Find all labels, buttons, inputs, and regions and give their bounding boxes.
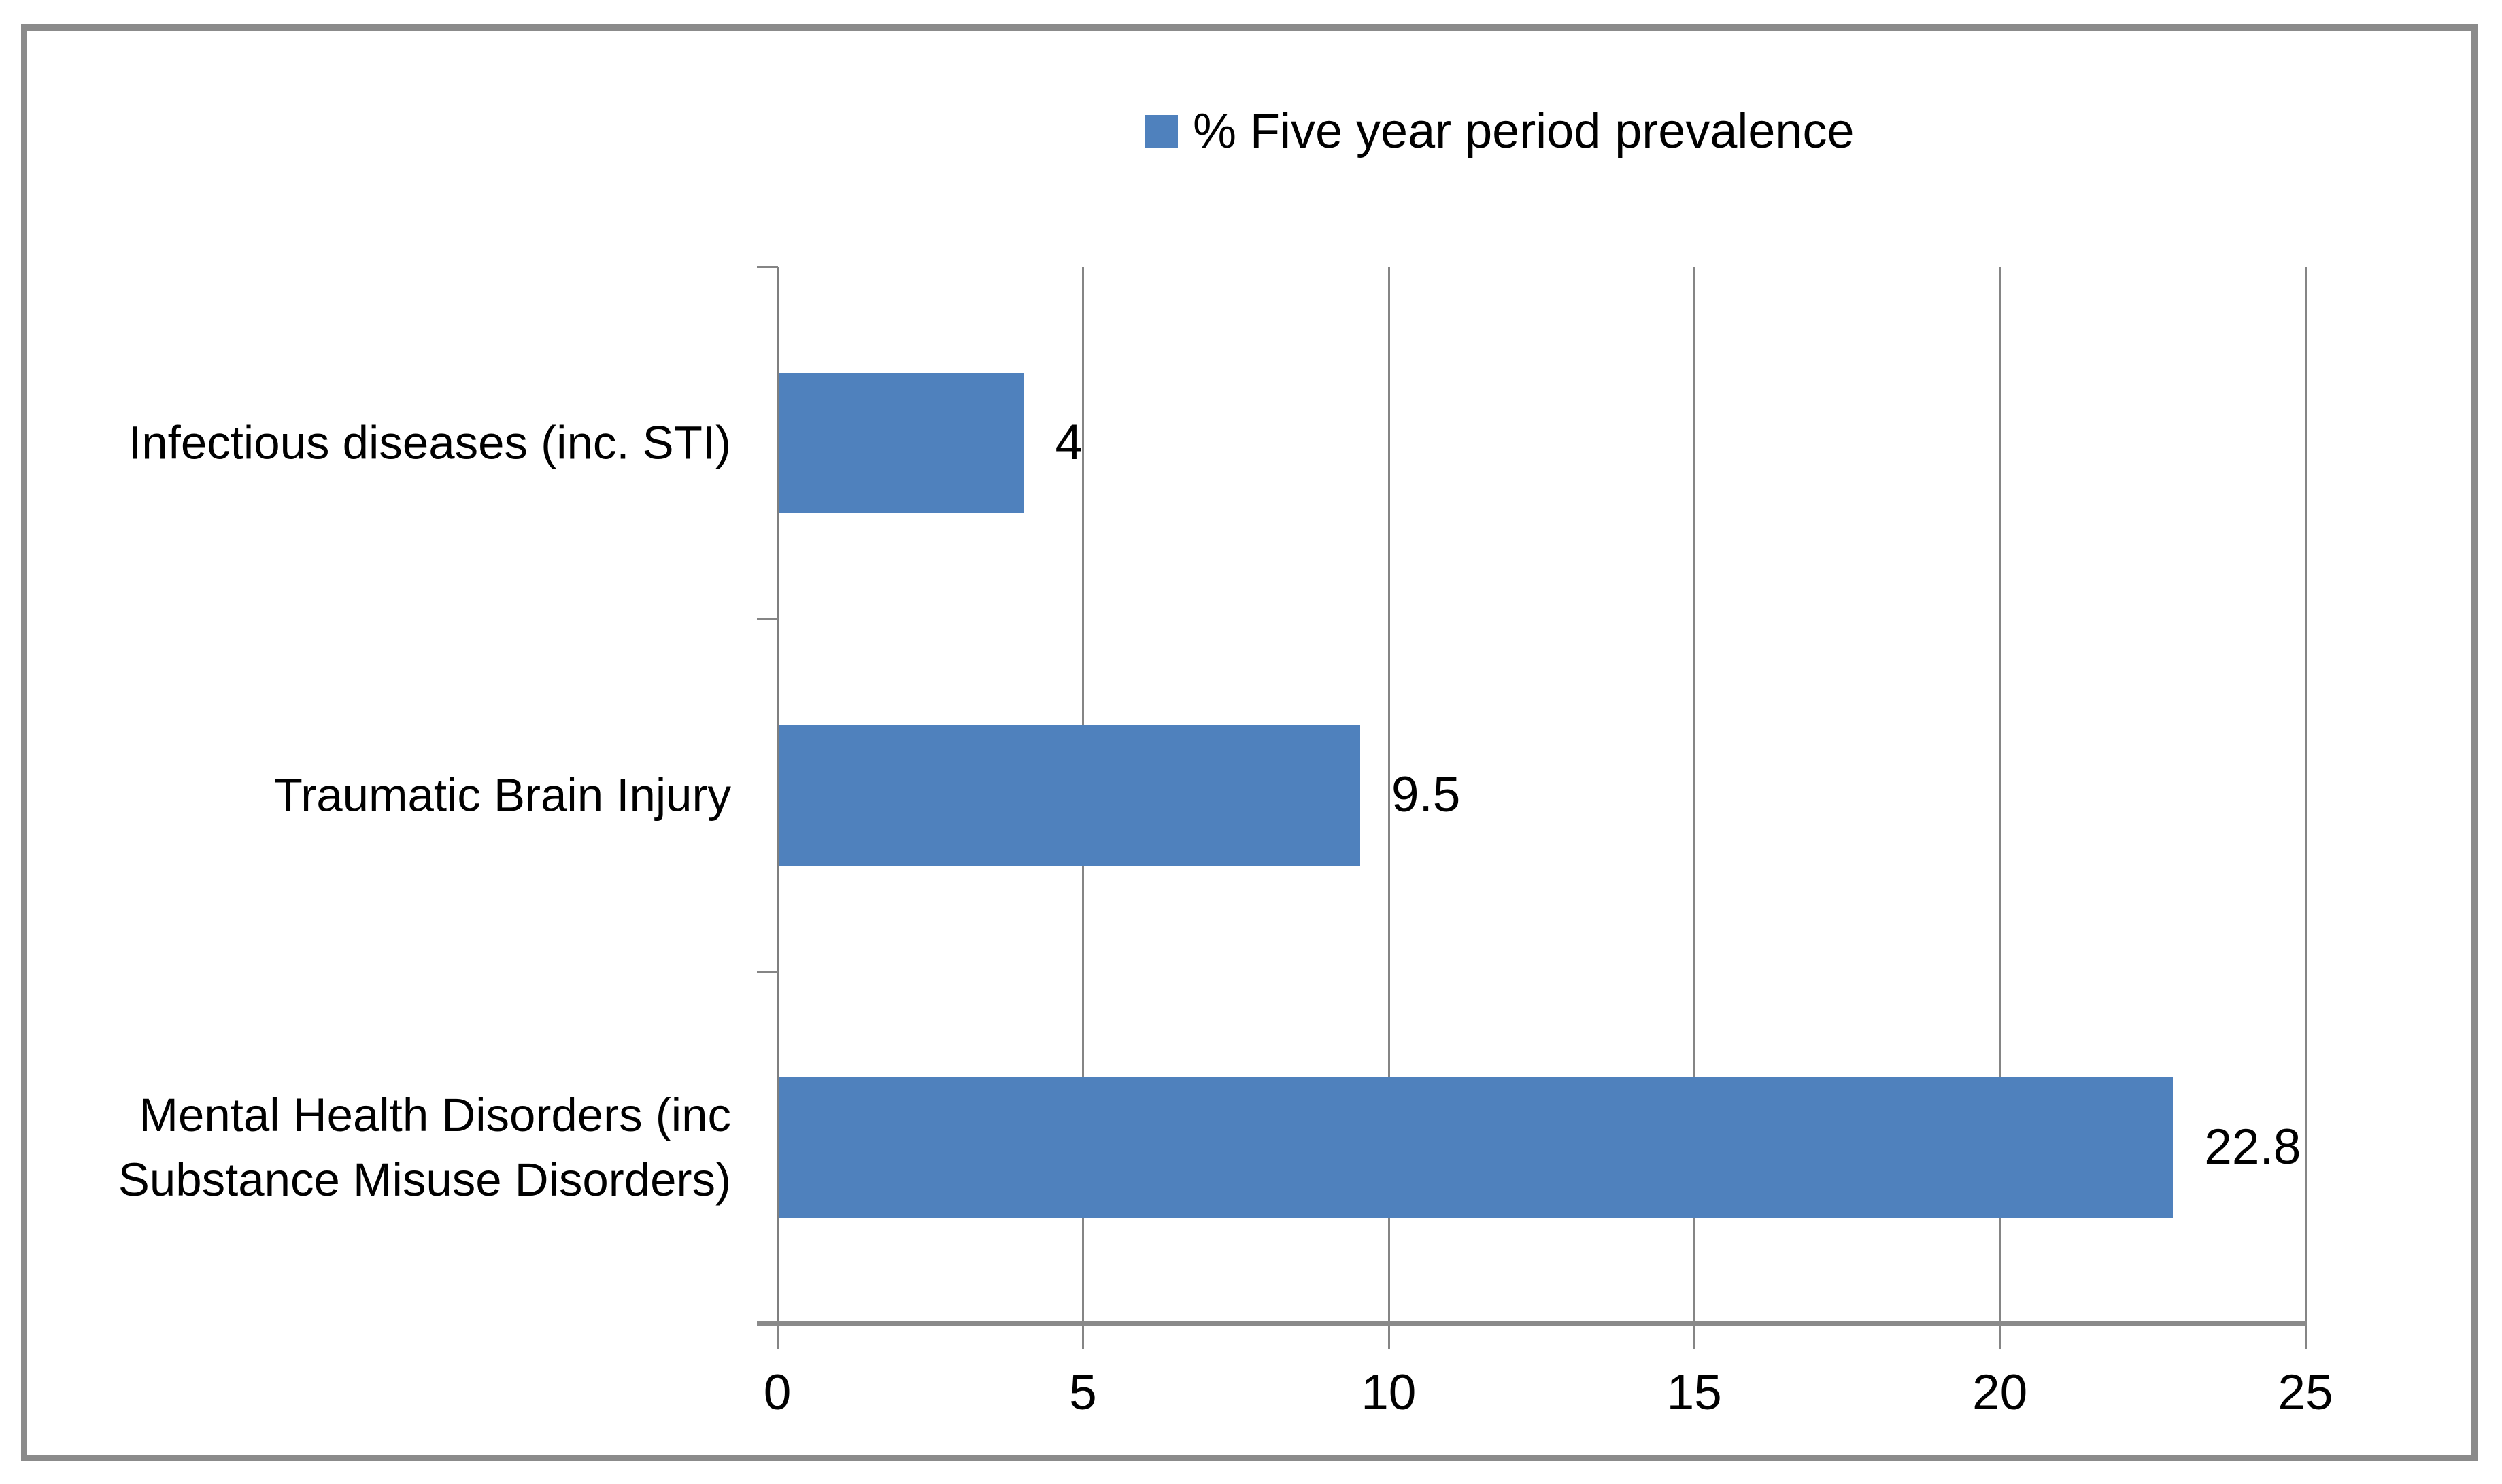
x-tick-label-15: 15: [1666, 1365, 1722, 1420]
x-axis-tick-5: [1082, 1326, 1085, 1349]
x-tick-label-10: 10: [1361, 1365, 1417, 1420]
category-label-0: Infectious diseases (inc. STI): [129, 410, 731, 475]
y-axis-line: [777, 267, 779, 1323]
legend-marker-icon: [1145, 115, 1178, 148]
data-label-0: 4: [1055, 414, 1083, 470]
x-tick-label-20: 20: [1972, 1365, 2028, 1420]
gridline-15: [1693, 267, 1696, 1323]
x-tick-label-25: 25: [2278, 1365, 2333, 1420]
category-axis-tick-2: [757, 971, 778, 973]
x-axis-tick-15: [1693, 1326, 1696, 1349]
gridline-10: [1387, 267, 1390, 1323]
bar-0: [779, 372, 1024, 513]
category-axis-tick-0: [757, 266, 778, 268]
category-label-line: Mental Health Disorders (inc: [139, 1088, 732, 1141]
category-label-2: Mental Health Disorders (inc Substance Mi…: [118, 1083, 731, 1212]
legend-label: % Five year period prevalence: [1193, 104, 1855, 158]
category-label-1: Traumatic Brain Injury: [274, 762, 731, 827]
bar-1: [779, 724, 1360, 866]
category-axis-tick-1: [757, 618, 778, 620]
x-tick-label-0: 0: [763, 1365, 792, 1420]
x-axis-tick-20: [1999, 1326, 2001, 1349]
legend: % Five year period prevalence: [1145, 102, 1855, 161]
category-label-line: Traumatic Brain Injury: [273, 769, 731, 822]
x-axis-tick-10: [1387, 1326, 1390, 1349]
x-axis-tick-25: [2305, 1326, 2307, 1349]
x-tick-label-5: 5: [1069, 1365, 1097, 1420]
data-label-2: 22.8: [2204, 1119, 2301, 1175]
category-label-line: Infectious diseases (inc. STI): [129, 416, 731, 469]
gridline-25: [2305, 267, 2307, 1323]
x-axis-line: [757, 1321, 2307, 1326]
gridline-20: [1999, 267, 2001, 1323]
category-label-line: Substance Misuse Disorders): [118, 1153, 731, 1206]
x-axis-tick-0: [777, 1326, 779, 1349]
data-label-1: 9.5: [1391, 766, 1461, 822]
bar-2: [779, 1077, 2174, 1218]
